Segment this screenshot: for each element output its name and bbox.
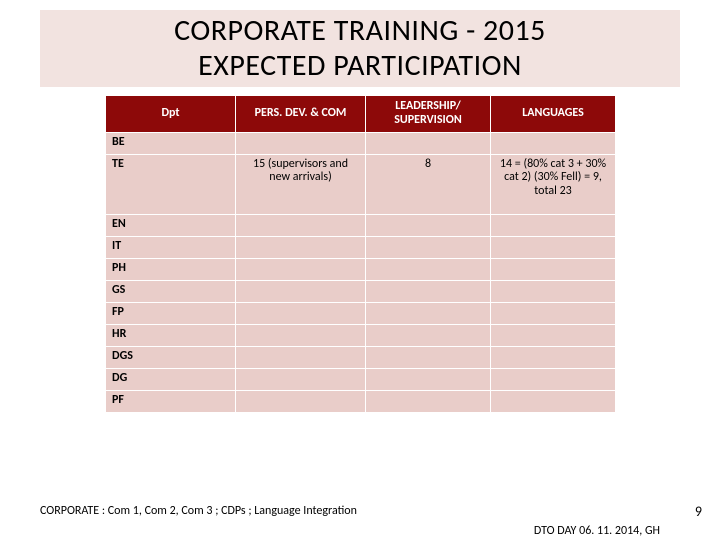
table-row: EN: [106, 214, 616, 236]
table-row: GS: [106, 280, 616, 302]
data-cell: [491, 302, 616, 324]
page-title: CORPORATE TRAINING - 2015 EXPECTED PARTI…: [48, 14, 672, 83]
data-cell: [366, 132, 491, 154]
col-languages: LANGUAGES: [491, 96, 616, 133]
dpt-cell: TE: [106, 154, 236, 214]
data-cell: [366, 346, 491, 368]
title-line-2: EXPECTED PARTICIPATION: [198, 47, 522, 84]
table-row: PF: [106, 390, 616, 412]
data-cell: [491, 368, 616, 390]
dpt-cell: HR: [106, 324, 236, 346]
table-row: IT: [106, 236, 616, 258]
table-row: PH: [106, 258, 616, 280]
data-cell: [236, 132, 366, 154]
data-cell: [236, 302, 366, 324]
table-row: DGS: [106, 346, 616, 368]
page-number: 9: [695, 503, 702, 520]
corporate-footnote: CORPORATE : Com 1, Com 2, Com 3 ; CDPs ;…: [40, 504, 357, 518]
data-cell: [491, 214, 616, 236]
table-row: BE: [106, 132, 616, 154]
data-cell: [491, 346, 616, 368]
participation-table: Dpt PERS. DEV. & COM LEADERSHIP/ SUPERVI…: [105, 95, 616, 413]
dpt-cell: GS: [106, 280, 236, 302]
data-cell: [366, 280, 491, 302]
data-cell: [236, 280, 366, 302]
data-cell: [491, 132, 616, 154]
data-cell: [366, 390, 491, 412]
table-row: HR: [106, 324, 616, 346]
data-cell: [236, 258, 366, 280]
data-cell: [366, 214, 491, 236]
table-header-row: Dpt PERS. DEV. & COM LEADERSHIP/ SUPERVI…: [106, 96, 616, 133]
dpt-cell: FP: [106, 302, 236, 324]
data-cell: [366, 236, 491, 258]
data-cell: [236, 390, 366, 412]
dpt-cell: DGS: [106, 346, 236, 368]
title-banner: CORPORATE TRAINING - 2015 EXPECTED PARTI…: [40, 10, 680, 87]
data-cell: 8: [366, 154, 491, 214]
title-line-1: CORPORATE TRAINING - 2015: [174, 12, 546, 49]
data-cell: [491, 258, 616, 280]
data-cell: [236, 368, 366, 390]
dpt-cell: DG: [106, 368, 236, 390]
participation-table-wrap: Dpt PERS. DEV. & COM LEADERSHIP/ SUPERVI…: [105, 95, 615, 413]
table-row: DG: [106, 368, 616, 390]
table-row: TE15 (supervisors and new arrivals)814 =…: [106, 154, 616, 214]
data-cell: [366, 302, 491, 324]
col-dpt: Dpt: [106, 96, 236, 133]
data-cell: [491, 236, 616, 258]
date-note: DTO DAY 06. 11. 2014, GH: [534, 524, 660, 538]
data-cell: [366, 324, 491, 346]
col-leadership: LEADERSHIP/ SUPERVISION: [366, 96, 491, 133]
data-cell: 14 = (80% cat 3 + 30% cat 2) (30% Fell) …: [491, 154, 616, 214]
col-persdev: PERS. DEV. & COM: [236, 96, 366, 133]
table-row: FP: [106, 302, 616, 324]
dpt-cell: EN: [106, 214, 236, 236]
data-cell: [236, 236, 366, 258]
data-cell: [366, 258, 491, 280]
data-cell: [491, 324, 616, 346]
dpt-cell: PF: [106, 390, 236, 412]
data-cell: [491, 280, 616, 302]
data-cell: 15 (supervisors and new arrivals): [236, 154, 366, 214]
dpt-cell: BE: [106, 132, 236, 154]
data-cell: [236, 346, 366, 368]
data-cell: [236, 324, 366, 346]
dpt-cell: PH: [106, 258, 236, 280]
data-cell: [236, 214, 366, 236]
dpt-cell: IT: [106, 236, 236, 258]
data-cell: [366, 368, 491, 390]
data-cell: [491, 390, 616, 412]
